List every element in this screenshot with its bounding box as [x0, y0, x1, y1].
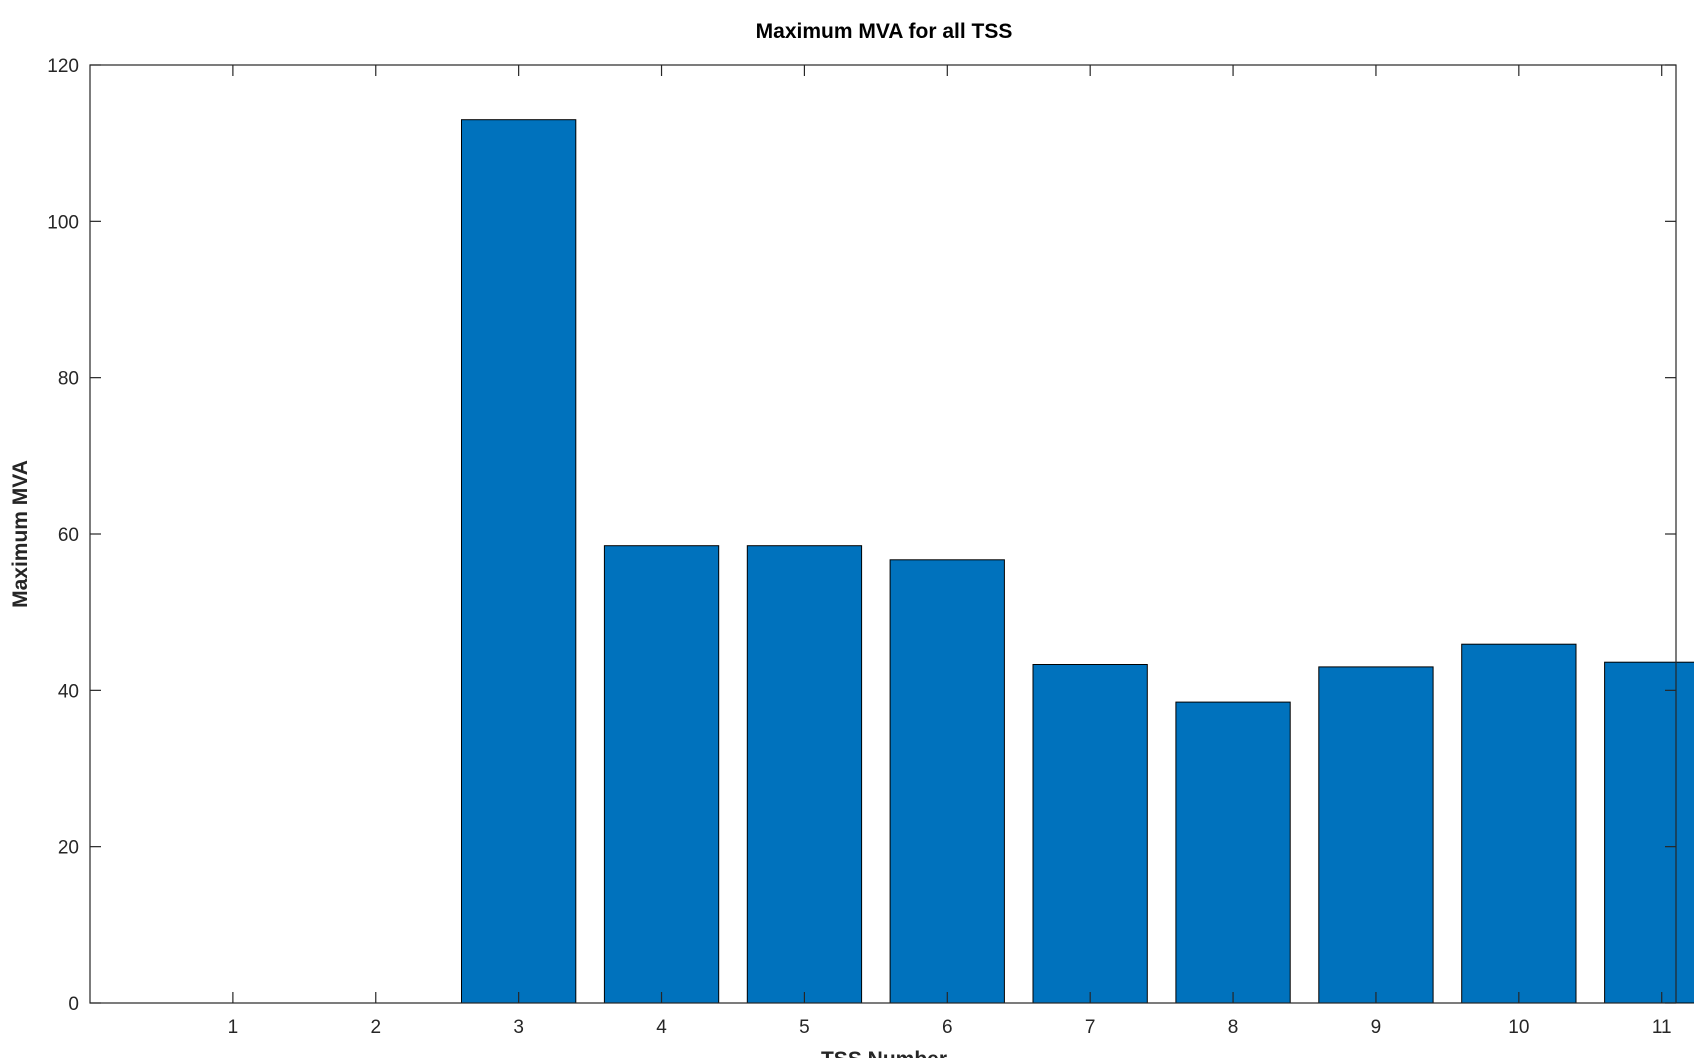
bar-10 [1461, 643, 1577, 1004]
chart-title: Maximum MVA for all TSS [756, 20, 1013, 43]
bar-4 [603, 545, 720, 1004]
x-tick-label-6: 6 [942, 1017, 953, 1038]
y-tick-label-40: 40 [58, 681, 79, 702]
x-tick-label-9: 9 [1371, 1017, 1382, 1038]
y-tick-label-80: 80 [58, 369, 79, 390]
x-tick-label-11: 11 [1652, 1017, 1672, 1038]
axes-box [89, 64, 1677, 1004]
y-tick-label-0: 0 [68, 994, 79, 1015]
x-tick-label-3: 3 [513, 1017, 524, 1038]
x-tick-label-7: 7 [1085, 1017, 1096, 1038]
bar-8 [1175, 701, 1291, 1004]
x-tick-label-5: 5 [799, 1017, 810, 1038]
plot-area: 1 2 3 4 5 6 7 8 9 10 11 0 20 40 60 80 100 120 [47, 56, 1694, 1038]
x-axis-title: TSS Number [821, 1048, 947, 1058]
bar-3 [461, 119, 577, 1004]
bar-5 [746, 545, 863, 1004]
y-tick-label-100: 100 [47, 212, 79, 233]
bar-11 [1604, 661, 1694, 1004]
y-tick-label-20: 20 [58, 838, 79, 859]
y-tick-label-120: 120 [47, 56, 79, 77]
x-tick-label-2: 2 [370, 1017, 381, 1038]
y-axis-title: Maximum MVA [9, 460, 32, 608]
x-tick-label-1: 1 [228, 1017, 239, 1038]
x-tick-label-10: 10 [1508, 1017, 1529, 1038]
x-tick-label-8: 8 [1228, 1017, 1239, 1038]
bar-7 [1032, 664, 1148, 1004]
bar-9 [1318, 666, 1434, 1004]
y-tick-label-60: 60 [58, 525, 79, 546]
x-tick-label-4: 4 [656, 1017, 667, 1038]
bar-6 [889, 559, 1005, 1004]
